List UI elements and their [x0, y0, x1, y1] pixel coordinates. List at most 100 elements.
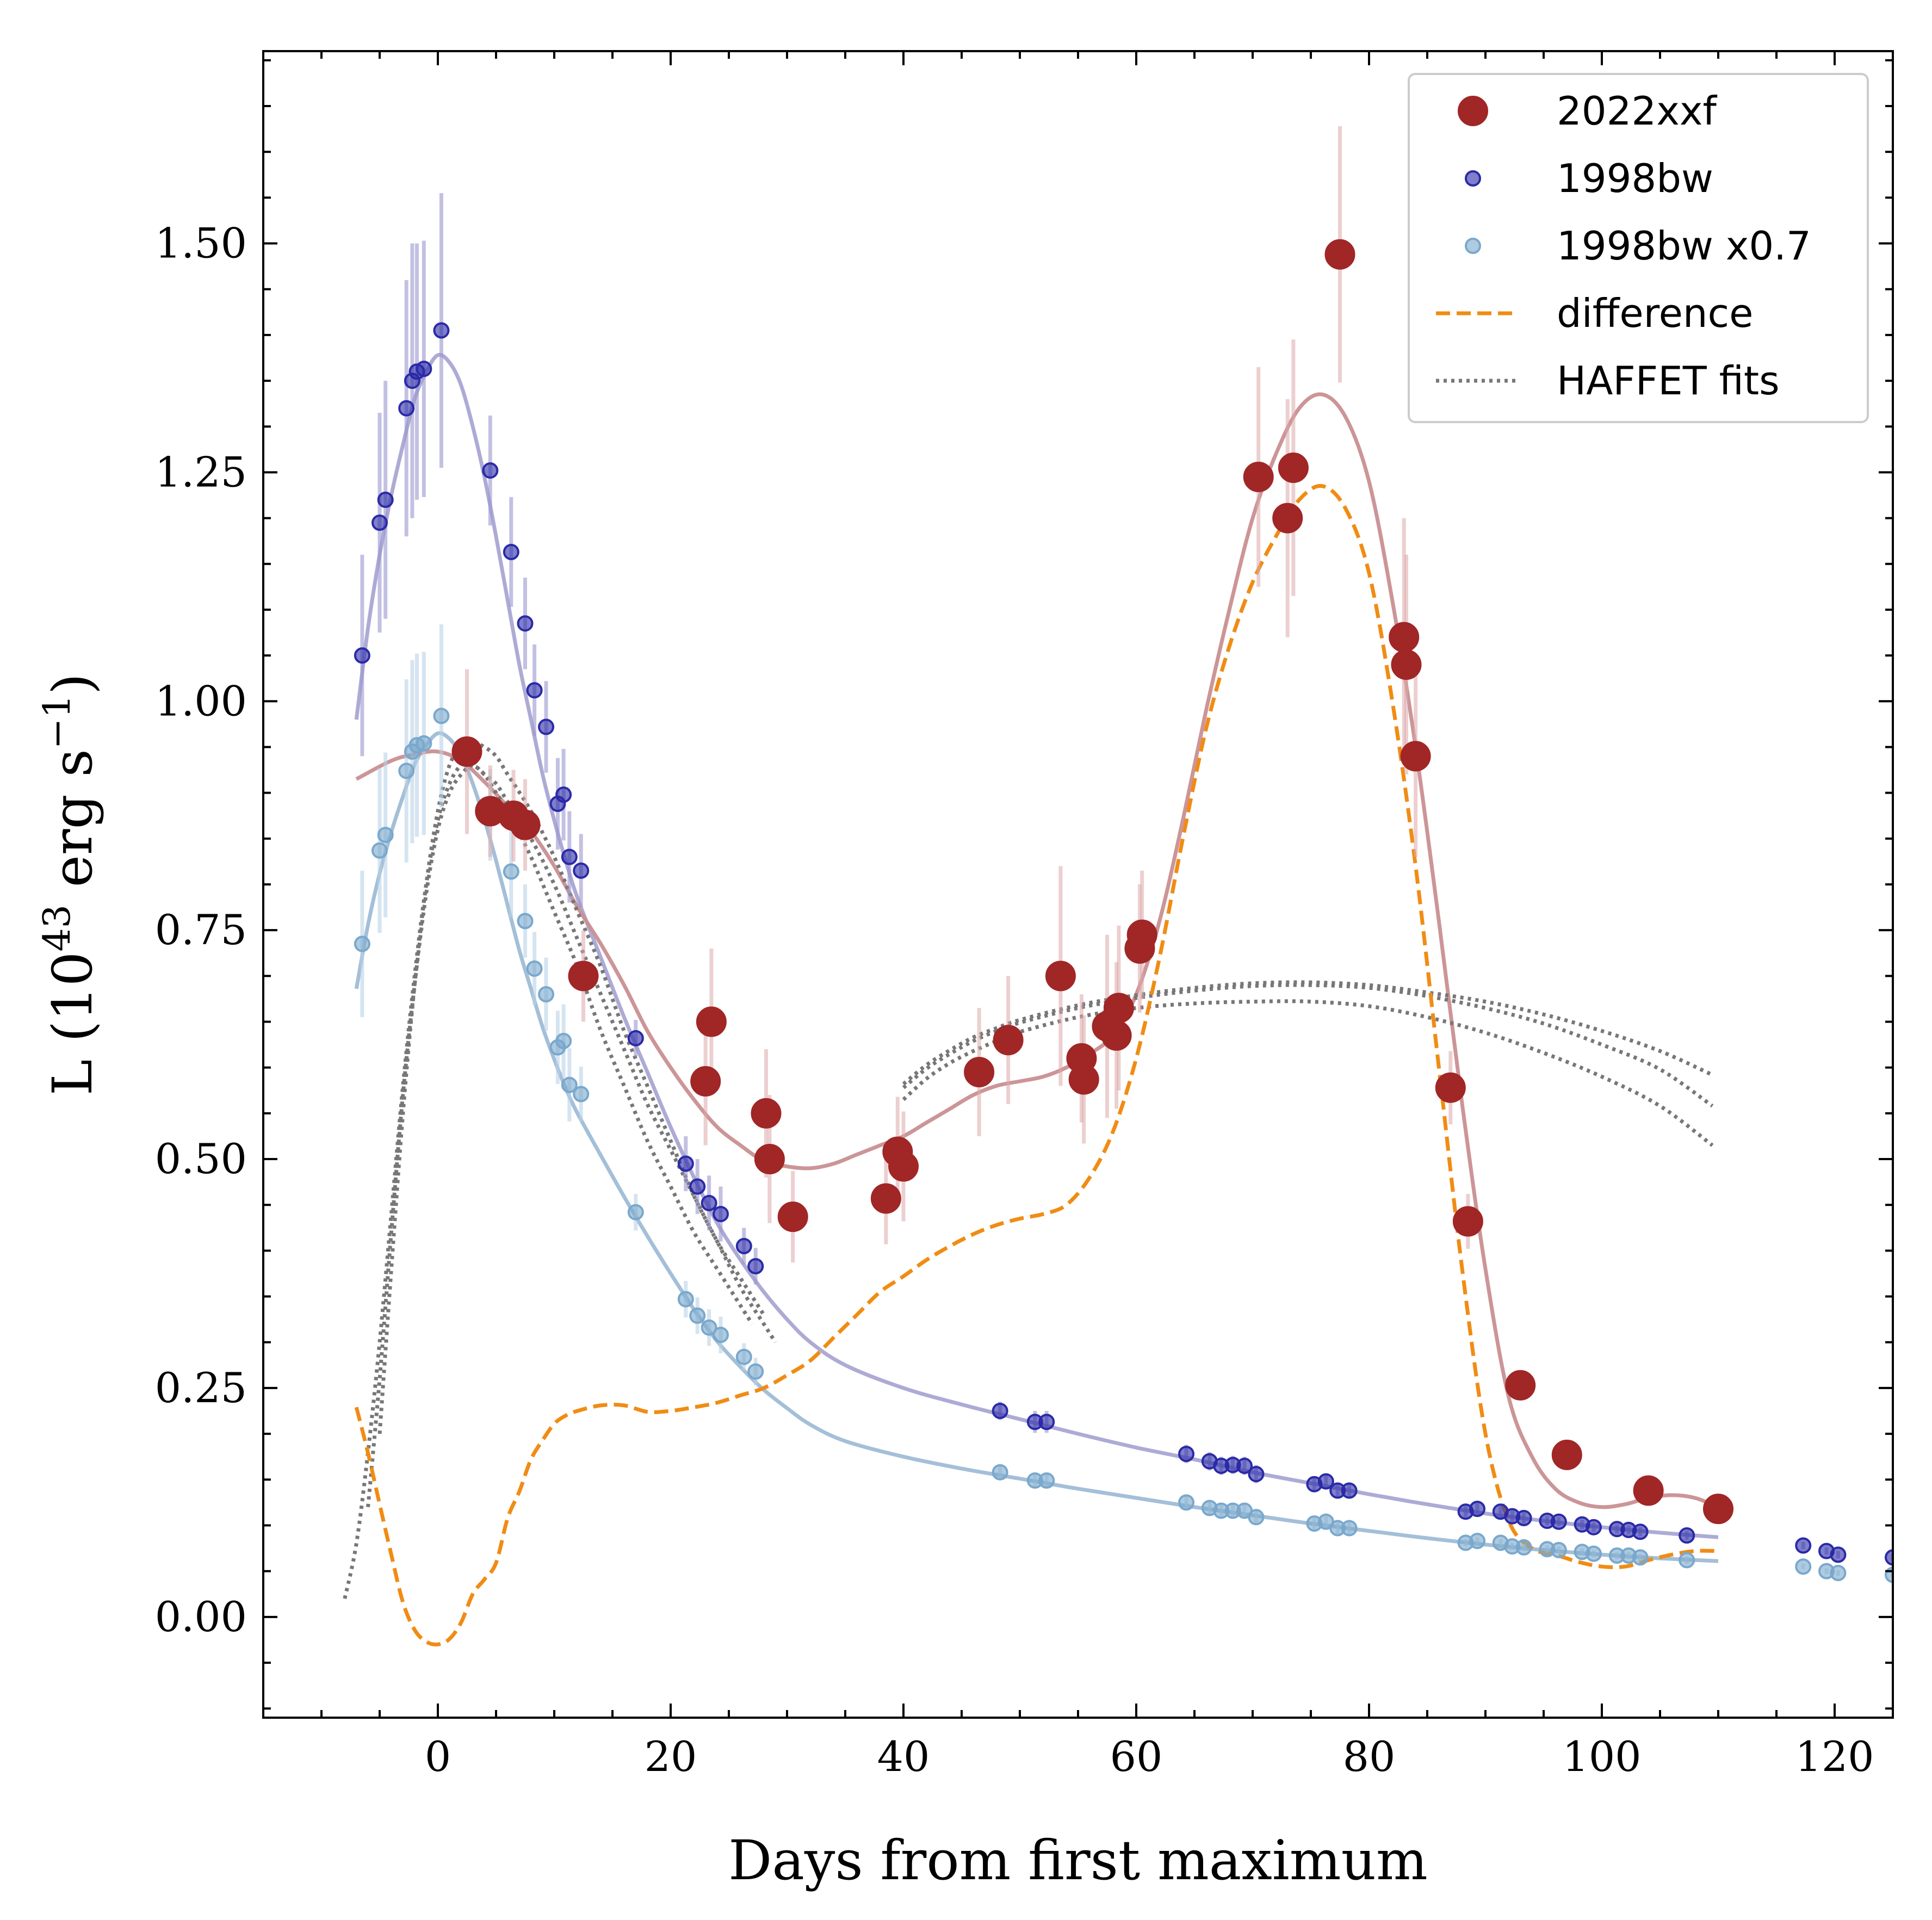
x-tick-label: 60	[1110, 1732, 1163, 1781]
sn1998bw-point	[689, 1178, 706, 1195]
sn1998bw-scaled-point	[1830, 1565, 1847, 1582]
sn1998bw-scaled-point	[1795, 1558, 1812, 1575]
sn2022xxf-point	[451, 736, 482, 767]
axes-frame	[262, 50, 1894, 1719]
sn1998bw-point	[735, 1237, 752, 1254]
legend-label: 1998bw x0.7	[1557, 223, 1811, 269]
sn1998bw-point	[1550, 1513, 1567, 1530]
sn2022xxf-point	[751, 1098, 782, 1129]
sn1998bw-point	[1248, 1466, 1265, 1483]
sn1998bw-point	[713, 1206, 729, 1223]
sn2022xxf-point	[510, 809, 541, 840]
x-tick-label: 0	[425, 1732, 451, 1781]
y-tick-label: 0.75	[155, 906, 247, 954]
sn1998bw-point	[1679, 1527, 1695, 1544]
sn1998bw-scaled-point	[713, 1327, 729, 1343]
x-axis-title: Days from first maximum	[728, 1829, 1428, 1892]
sn2022xxf-point	[1103, 993, 1134, 1024]
sn2022xxf-point	[1101, 1020, 1132, 1051]
sn1998bw-point	[1795, 1537, 1812, 1554]
sn1998bw-point	[538, 719, 555, 735]
sn1998bw-point	[992, 1403, 1008, 1420]
y-axis-title-exp1: 43	[36, 905, 79, 952]
tick-labels: 0 20 40 60 80 100 120 0.00 0.25 0.50 0.75 1.00 1.25 1…	[155, 219, 1874, 1781]
legend-marker	[1465, 170, 1481, 187]
sn1998bw-scaled-point	[735, 1348, 752, 1365]
sn1998bw-scaled-point	[1248, 1509, 1265, 1526]
sn1998bw-point	[1178, 1446, 1195, 1463]
sn2022xxf-point	[1551, 1439, 1582, 1470]
sn1998bw-scaled-point	[701, 1319, 717, 1336]
sn1998bw-point	[503, 543, 519, 560]
x-tick-label: 80	[1343, 1732, 1396, 1781]
sn1998bw-point	[1632, 1523, 1649, 1540]
y-tick-label: 1.25	[155, 448, 247, 496]
sn1998bw-scaled-point	[503, 863, 519, 880]
sn1998bw-scaled-point	[433, 708, 450, 724]
sn1998bw-point	[1586, 1519, 1602, 1535]
sn1998bw-scaled-point	[538, 986, 555, 1003]
y-tick-label: 1.50	[155, 219, 247, 268]
legend-label: HAFFET fits	[1557, 358, 1780, 404]
legend-box	[1408, 73, 1869, 423]
sn1998bw-point	[561, 848, 578, 865]
legend: 2022xxf 1998bw 1998bw x0.7 difference HAFFET…	[1408, 73, 1869, 423]
sn1998bw-scaled-point	[1515, 1539, 1532, 1556]
sn2022xxf-points	[451, 239, 1733, 1525]
y-tick-label: 0.00	[155, 1593, 247, 1641]
sn2022xxf-point	[1389, 622, 1420, 653]
legend-marker	[1458, 96, 1488, 126]
sn2022xxf-point	[1452, 1206, 1483, 1237]
sn2022xxf-point	[696, 1006, 727, 1037]
sn2022xxf-point	[1435, 1072, 1466, 1103]
sn2022xxf-point	[1272, 503, 1303, 534]
haffet-fit-line	[902, 983, 1714, 1108]
sn2022xxf-point	[1391, 649, 1422, 680]
sn2022xxf-point	[1278, 453, 1309, 483]
sn1998bw-scaled-point	[1341, 1520, 1358, 1537]
legend-marker	[1465, 238, 1481, 254]
y-tick-label: 1.00	[155, 677, 247, 725]
y-axis-title: L (1043 erg s−1)	[36, 673, 104, 1095]
sn1998bw-point	[371, 515, 388, 531]
sn1998bw-point	[1830, 1546, 1847, 1563]
sn1998bw-point	[398, 400, 415, 417]
sn2022xxf-point	[1633, 1475, 1664, 1506]
sn2022xxf-point	[1703, 1494, 1733, 1525]
sn1998bw-scaled-point	[1586, 1545, 1602, 1562]
sn1998bw-scaled-point	[398, 763, 415, 779]
sn1998bw-point	[555, 786, 572, 803]
haffet-fit-line	[377, 740, 777, 1434]
y-axis-title-close: )	[41, 673, 104, 695]
legend-label: difference	[1557, 290, 1753, 336]
legend-label: 2022xxf	[1557, 88, 1717, 134]
sn1998bw-point	[701, 1194, 717, 1211]
sn2022xxf-point	[1505, 1370, 1536, 1401]
y-axis-title-exp2: −1	[36, 695, 79, 749]
legend-label: 1998bw	[1557, 156, 1713, 201]
sn2022xxf-point	[1243, 461, 1274, 492]
sn1998bw-scaled-point	[526, 960, 543, 977]
sn1998bw-point	[517, 615, 534, 632]
sn1998bw-scaled-point	[1038, 1472, 1055, 1489]
sn1998bw-scaled-point	[1178, 1494, 1195, 1511]
x-tick-label: 120	[1795, 1732, 1874, 1781]
sn1998bw-scaled-point	[1632, 1549, 1649, 1566]
sn2022xxf-point	[1400, 741, 1431, 772]
sn1998bw-point	[1317, 1473, 1334, 1490]
y-tick-label: 0.25	[155, 1364, 247, 1412]
sn2022xxf-point	[993, 1025, 1024, 1056]
y-axis-title-unit: erg s	[41, 749, 104, 905]
sn2022xxf-point	[964, 1057, 995, 1088]
sn1998bw-point	[526, 682, 543, 699]
sn1998bw-point	[433, 322, 450, 339]
sn2022xxf-point	[870, 1183, 901, 1214]
sn1998bw-scaled-point	[573, 1086, 590, 1103]
sn1998bw-point	[1038, 1414, 1055, 1430]
sn1998bw-point	[1885, 1549, 1893, 1566]
sn2022xxf-point	[777, 1201, 808, 1232]
y-axis-title-main: L (10	[41, 952, 104, 1095]
sn2022xxf-point	[888, 1151, 919, 1182]
haffet-fit-curves	[343, 740, 1714, 1599]
